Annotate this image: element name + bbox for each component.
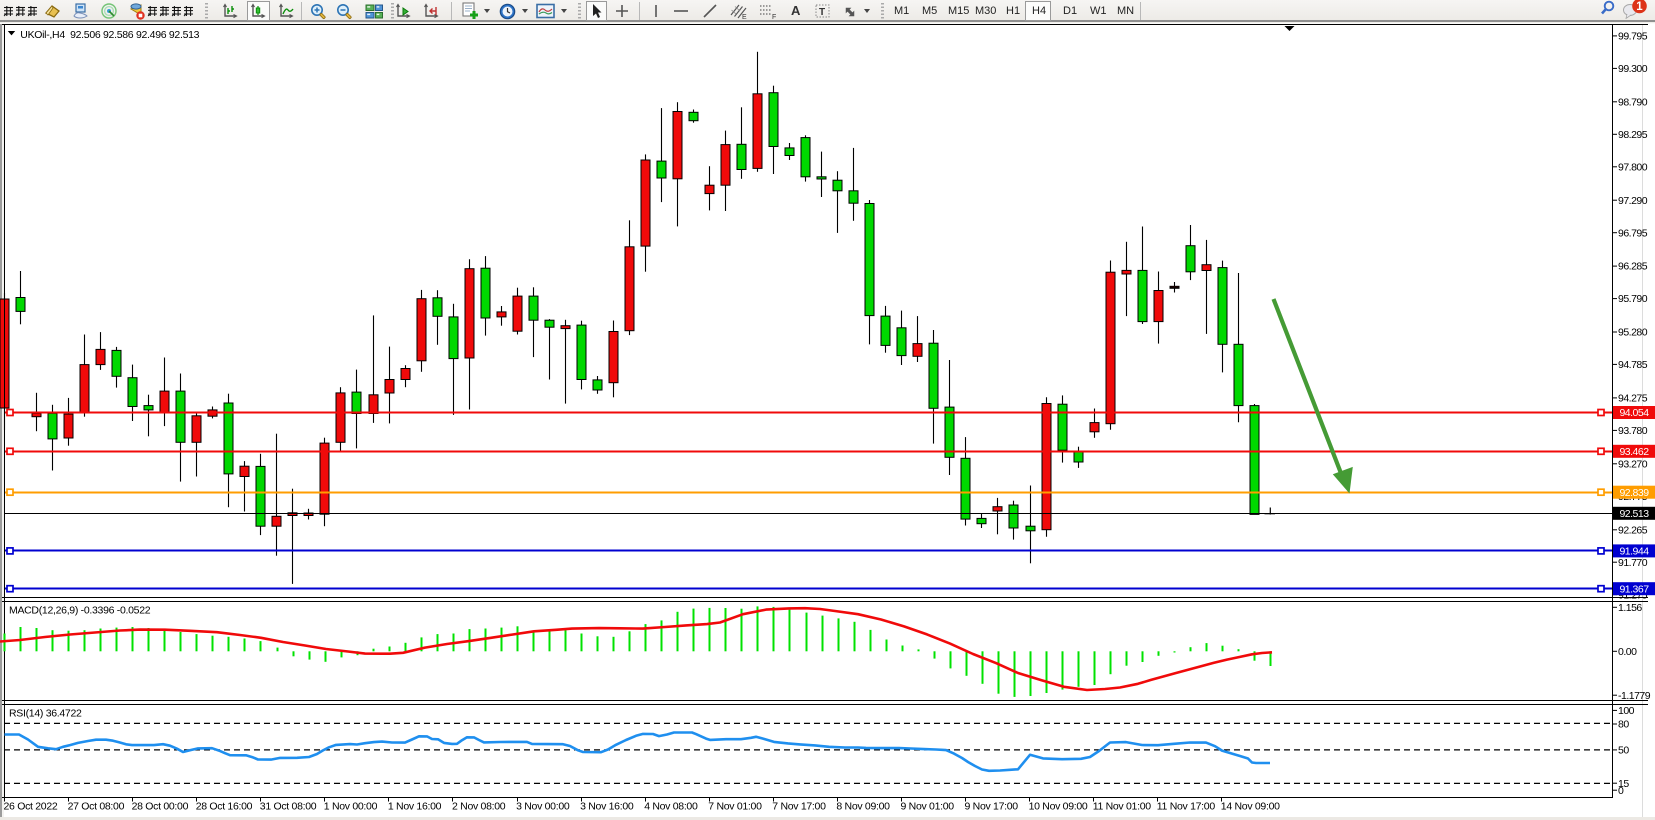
svg-text:27 Oct 08:00: 27 Oct 08:00 bbox=[68, 801, 125, 813]
svg-text:92.265: 92.265 bbox=[1618, 524, 1648, 536]
svg-text:9 Nov 17:00: 9 Nov 17:00 bbox=[965, 801, 1019, 813]
svg-text:E: E bbox=[742, 14, 747, 21]
svg-text:7 Nov 17:00: 7 Nov 17:00 bbox=[772, 801, 826, 813]
svg-text:91.944: 91.944 bbox=[1619, 546, 1649, 558]
svg-text:96.795: 96.795 bbox=[1618, 227, 1648, 239]
svg-text:28 Oct 16:00: 28 Oct 16:00 bbox=[196, 801, 253, 813]
svg-text:UKOil-,H4 92.506 92.586 92.49: UKOil-,H4 92.506 92.586 92.496 92.513 bbox=[20, 29, 199, 41]
svg-text:97.290: 97.290 bbox=[1618, 195, 1648, 207]
svg-text:3 Nov 16:00: 3 Nov 16:00 bbox=[580, 801, 634, 813]
svg-text:95.790: 95.790 bbox=[1618, 293, 1648, 305]
svg-text:3 Nov 00:00: 3 Nov 00:00 bbox=[516, 801, 570, 813]
svg-text:MACD(12,26,9) -0.3396 -0.0522: MACD(12,26,9) -0.3396 -0.0522 bbox=[9, 605, 151, 617]
svg-text:91.367: 91.367 bbox=[1619, 583, 1649, 595]
svg-text:0.00: 0.00 bbox=[1618, 646, 1637, 658]
svg-text:99.300: 99.300 bbox=[1618, 63, 1648, 75]
svg-text:94.275: 94.275 bbox=[1618, 393, 1648, 405]
svg-text:7 Nov 01:00: 7 Nov 01:00 bbox=[708, 801, 762, 813]
svg-text:RSI(14) 36.4722: RSI(14) 36.4722 bbox=[9, 708, 82, 720]
svg-text:31 Oct 08:00: 31 Oct 08:00 bbox=[260, 801, 317, 813]
svg-text:93.270: 93.270 bbox=[1618, 458, 1648, 470]
svg-text:1 Nov 00:00: 1 Nov 00:00 bbox=[324, 801, 378, 813]
svg-text:4 Nov 08:00: 4 Nov 08:00 bbox=[644, 801, 698, 813]
svg-text:98.295: 98.295 bbox=[1618, 129, 1648, 141]
svg-text:9 Nov 01:00: 9 Nov 01:00 bbox=[901, 801, 955, 813]
svg-text:T: T bbox=[819, 7, 825, 18]
svg-text:F: F bbox=[772, 14, 776, 21]
svg-text:15: 15 bbox=[1618, 778, 1629, 790]
svg-text:50: 50 bbox=[1618, 745, 1629, 757]
svg-text:97.800: 97.800 bbox=[1618, 161, 1648, 173]
svg-text:0: 0 bbox=[1618, 785, 1624, 797]
svg-text:92.513: 92.513 bbox=[1619, 508, 1649, 520]
svg-text:93.462: 93.462 bbox=[1619, 446, 1649, 458]
svg-text:26 Oct 2022: 26 Oct 2022 bbox=[4, 801, 58, 813]
svg-text:8 Nov 09:00: 8 Nov 09:00 bbox=[836, 801, 890, 813]
svg-text:95.280: 95.280 bbox=[1618, 327, 1648, 339]
svg-text:80: 80 bbox=[1618, 719, 1629, 731]
svg-text:100: 100 bbox=[1618, 705, 1635, 717]
svg-text:92.839: 92.839 bbox=[1619, 487, 1649, 499]
svg-text:1: 1 bbox=[1636, 1, 1643, 13]
svg-text:11 Nov 17:00: 11 Nov 17:00 bbox=[1157, 801, 1216, 813]
svg-text:14 Nov 09:00: 14 Nov 09:00 bbox=[1221, 801, 1280, 813]
svg-text:93.780: 93.780 bbox=[1618, 425, 1648, 437]
svg-text:99.795: 99.795 bbox=[1618, 31, 1648, 43]
svg-text:94.785: 94.785 bbox=[1618, 359, 1648, 371]
svg-text:28 Oct 00:00: 28 Oct 00:00 bbox=[132, 801, 189, 813]
svg-text:11 Nov 01:00: 11 Nov 01:00 bbox=[1093, 801, 1152, 813]
svg-text:96.285: 96.285 bbox=[1618, 261, 1648, 273]
svg-text:94.054: 94.054 bbox=[1619, 407, 1649, 419]
svg-text:1 Nov 16:00: 1 Nov 16:00 bbox=[388, 801, 442, 813]
svg-text:-1.1779: -1.1779 bbox=[1618, 690, 1651, 702]
svg-text:10 Nov 09:00: 10 Nov 09:00 bbox=[1029, 801, 1088, 813]
svg-text:91.770: 91.770 bbox=[1618, 557, 1648, 569]
svg-text:98.790: 98.790 bbox=[1618, 96, 1648, 108]
svg-text:1.156: 1.156 bbox=[1618, 602, 1642, 614]
svg-text:2 Nov 08:00: 2 Nov 08:00 bbox=[452, 801, 506, 813]
